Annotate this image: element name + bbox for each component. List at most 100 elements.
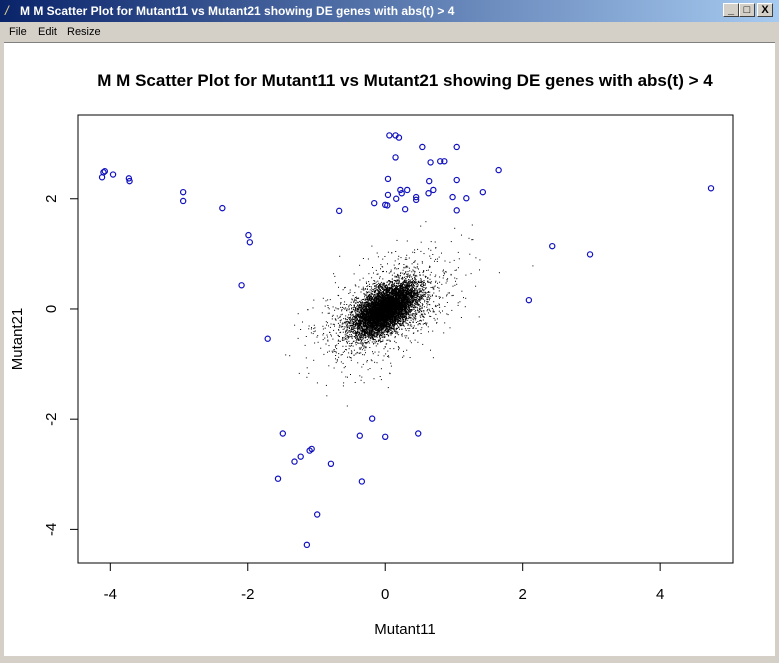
gene-point [391,321,393,323]
window-titlebar: / M M Scatter Plot for Mutant11 vs Mutan… [0,0,779,22]
gene-point [447,278,449,280]
gene-point [409,316,411,318]
gene-point [359,348,361,350]
gene-point [332,351,334,353]
gene-point [421,306,423,308]
gene-point [416,306,418,308]
gene-point [337,340,339,342]
gene-point [409,285,411,287]
gene-point [363,382,365,384]
gene-point [377,333,379,335]
gene-point [410,284,412,286]
gene-point [328,312,330,314]
gene-point [348,308,350,310]
gene-point [384,293,386,295]
gene-point [392,284,394,286]
gene-point [403,296,405,298]
gene-point [355,313,357,315]
gene-point [380,284,382,286]
gene-point [364,347,366,349]
gene-point [356,315,358,316]
gene-point [369,302,370,304]
gene-point [365,333,367,335]
gene-point [354,292,356,294]
gene-point [374,361,376,363]
gene-point [406,280,408,282]
gene-point [405,257,407,259]
gene-point [417,330,419,332]
gene-point [379,288,381,290]
gene-point [379,339,381,341]
gene-point [364,349,366,351]
gene-point [330,323,332,325]
gene-point [388,295,390,297]
gene-point [407,312,408,314]
gene-point [391,333,393,335]
gene-point [388,324,390,326]
gene-point [428,297,430,298]
gene-point [415,279,417,280]
gene-point [424,275,426,277]
menu-file[interactable]: File [9,26,27,38]
gene-point [406,313,408,315]
gene-point [355,299,357,301]
gene-point [379,329,381,331]
menu-edit[interactable]: Edit [38,26,57,38]
gene-point [333,349,335,351]
gene-point [353,332,355,334]
close-button[interactable]: X [757,3,773,17]
gene-point [414,281,416,282]
gene-point [321,312,323,314]
gene-point [371,315,373,317]
gene-point [362,306,364,308]
gene-point [391,325,393,327]
gene-point [362,286,364,288]
gene-point [348,322,350,324]
gene-point [396,291,398,293]
gene-point [341,313,343,315]
minimize-button[interactable]: _ [723,3,739,17]
gene-point [386,327,387,329]
gene-point [316,382,318,384]
gene-point [354,336,356,338]
gene-point [387,263,388,265]
gene-point [385,329,387,330]
gene-point [354,325,356,327]
gene-point [402,311,404,313]
gene-point [360,334,362,336]
gene-point [415,309,417,311]
gene-point [362,302,364,304]
gene-point [369,337,371,339]
gene-point [327,322,328,324]
gene-point [359,335,361,337]
gene-point [436,322,438,324]
gene-point [393,272,395,274]
gene-point [410,281,412,283]
gene-point [376,252,378,254]
gene-point [354,329,356,331]
gene-point [412,309,414,311]
gene-point [368,273,370,275]
gene-point [366,339,368,341]
gene-point [390,300,391,302]
gene-point [401,333,403,335]
gene-point [410,316,412,318]
gene-point [373,296,375,298]
gene-point [373,378,375,380]
gene-point [378,327,380,329]
gene-point [383,326,385,327]
maximize-button[interactable]: □ [739,3,755,17]
gene-point [359,315,361,317]
gene-point [377,333,379,334]
gene-point [391,288,393,290]
gene-point [394,321,396,323]
gene-point [348,322,350,324]
gene-point [396,287,398,289]
gene-point [386,327,388,329]
gene-point [339,340,341,342]
gene-point [373,291,375,293]
gene-point [388,291,389,293]
gene-point [410,285,412,287]
menu-resize[interactable]: Resize [67,26,101,38]
gene-point [409,321,410,323]
